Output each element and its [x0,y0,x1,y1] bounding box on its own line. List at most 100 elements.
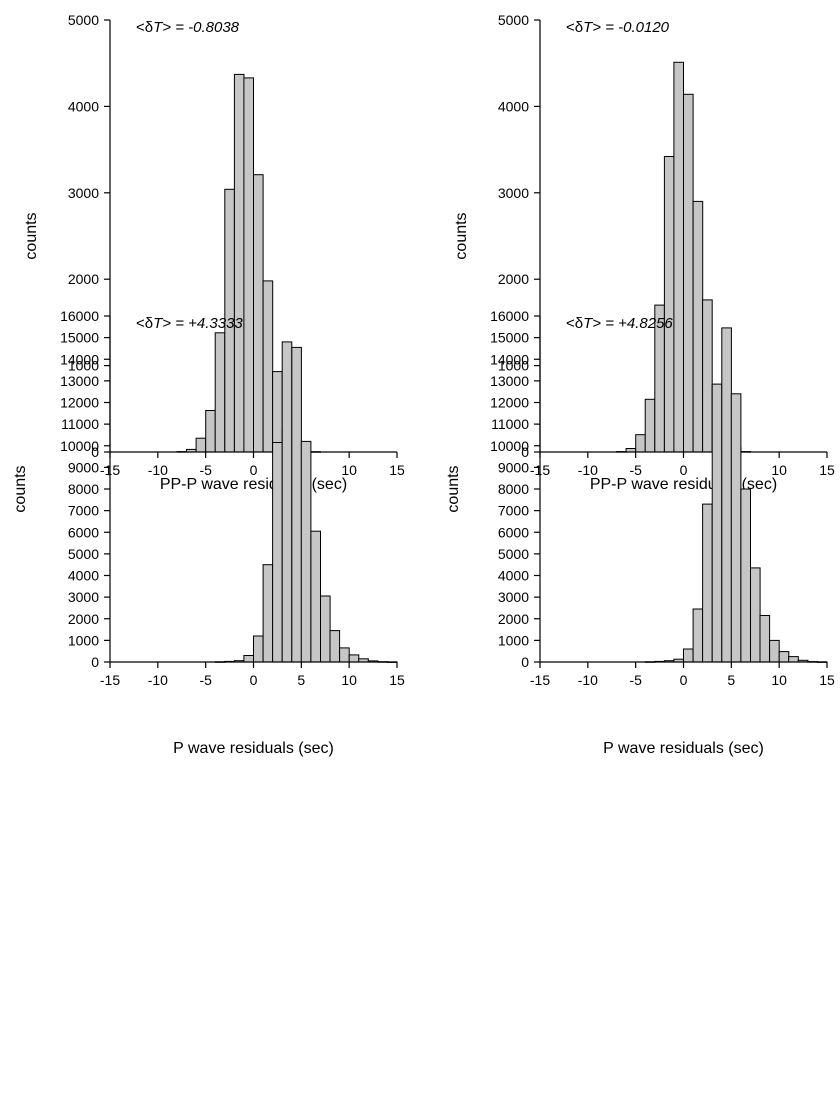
histogram-bars [616,61,752,453]
y-tick-label: 10000 [490,438,529,454]
histogram-bar [730,393,742,663]
y-axis-label: counts [445,465,462,512]
x-tick-label: 15 [819,462,835,478]
y-tick-label: 1000 [68,632,99,648]
histogram-bar [702,299,713,453]
x-tick-label: 0 [250,462,258,478]
y-tick-label: 2000 [68,271,99,287]
histogram-bar [205,410,216,453]
histogram-bar [663,156,675,453]
y-tick-label: 9000 [498,459,529,475]
histogram-bar [683,648,694,663]
x-tick-label: -10 [578,462,598,478]
histogram-bar [310,530,321,663]
y-tick-label: 8000 [68,481,99,497]
histogram-bar [253,174,264,453]
x-tick-label: -5 [199,462,212,478]
y-tick-label: 2000 [498,611,529,627]
x-tick-label: -10 [578,672,598,688]
panel-top-right-pp-p-residuals: <δT> = -0.0120 counts PP-P wave residual… [453,12,835,493]
mean-residual-annotation: <δT> = -0.8038 [136,19,240,36]
histogram-bar [673,61,685,453]
x-tick-label: 0 [680,672,688,688]
histogram-bar [243,655,254,663]
x-tick-label: -15 [530,672,550,688]
x-tick-label: 10 [341,462,357,478]
y-tick-label: 3000 [68,185,99,201]
x-tick-label: 0 [250,672,258,688]
x-tick-label: 10 [771,462,787,478]
x-tick-label: 15 [389,672,405,688]
y-axis-label: counts [23,212,40,259]
histogram-bar [348,654,360,663]
panel-bottom-right-p-residuals: <δT> = +4.8256 counts P wave residuals (… [445,308,835,757]
y-tick-label: 7000 [498,503,529,519]
x-tick-label: -5 [629,462,642,478]
y-tick-label: 15000 [490,330,529,346]
histogram-bar [195,437,207,453]
y-tick-label: 14000 [490,351,529,367]
y-tick-label: 9000 [68,459,99,475]
histogram-bar [721,327,732,663]
panel-top-left-pp-p-residuals: <δT> = -0.8038 counts PP-P wave residual… [23,12,405,493]
histogram-bar [683,93,694,453]
histogram-bar [644,398,656,453]
x-axis-label: PP-P wave residuals (sec) [160,476,347,493]
y-tick-label: 8000 [498,481,529,497]
y-tick-label: 4000 [498,568,529,584]
x-tick-label: 10 [341,672,357,688]
histogram-bar [635,434,646,453]
y-tick-label: 0 [521,654,529,670]
histogram-bar [329,630,341,663]
histogram-bar [692,200,704,453]
histogram-bar [272,371,283,453]
y-tick-label: 12000 [490,395,529,411]
y-tick-label: 4000 [498,98,529,114]
y-tick-label: 3000 [498,185,529,201]
histogram-bar [339,647,350,663]
x-axis-label: P wave residuals (sec) [603,740,764,757]
histogram-bar [769,639,780,663]
y-tick-label: 15000 [60,330,99,346]
histogram-bar [750,567,761,663]
panel-bottom-left-p-residuals: <δT> = +4.3333 counts P wave residuals (… [12,308,405,757]
y-tick-label: 12000 [60,395,99,411]
histogram-bar [778,651,790,663]
x-tick-label: -10 [148,462,168,478]
y-tick-label: 10000 [60,438,99,454]
x-tick-label: 0 [680,462,688,478]
y-tick-label: 2000 [68,611,99,627]
y-tick-label: 0 [521,444,529,460]
x-tick-label: -10 [148,672,168,688]
x-tick-label: -5 [199,672,212,688]
y-tick-label: 16000 [490,308,529,324]
y-axis-label: counts [12,465,29,512]
mean-residual-annotation: <δT> = +4.8256 [566,315,673,332]
x-tick-label: 10 [771,672,787,688]
histogram-bar [214,332,226,453]
histogram-bar [759,615,771,663]
y-tick-label: 1000 [68,358,99,374]
y-tick-label: 5000 [498,546,529,562]
mean-residual-annotation: <δT> = -0.0120 [566,19,670,36]
histogram-bar [711,383,723,663]
y-tick-label: 2000 [498,271,529,287]
y-tick-label: 4000 [68,98,99,114]
y-tick-label: 5000 [498,12,529,28]
x-tick-label: 15 [389,462,405,478]
histogram-bar [233,73,245,453]
y-tick-label: 3000 [498,589,529,605]
y-tick-label: 13000 [60,373,99,389]
histogram-bar [262,280,274,453]
y-tick-label: 4000 [68,568,99,584]
y-tick-label: 5000 [68,546,99,562]
y-tick-label: 11000 [491,416,529,432]
x-tick-label: -15 [100,672,120,688]
y-tick-label: 1000 [498,358,529,374]
y-tick-label: 3000 [68,589,99,605]
histogram-bar [253,635,264,663]
x-tick-label: 15 [819,672,835,688]
histogram-bar [788,656,799,663]
y-tick-label: 13000 [490,373,529,389]
y-tick-label: 14000 [60,351,99,367]
